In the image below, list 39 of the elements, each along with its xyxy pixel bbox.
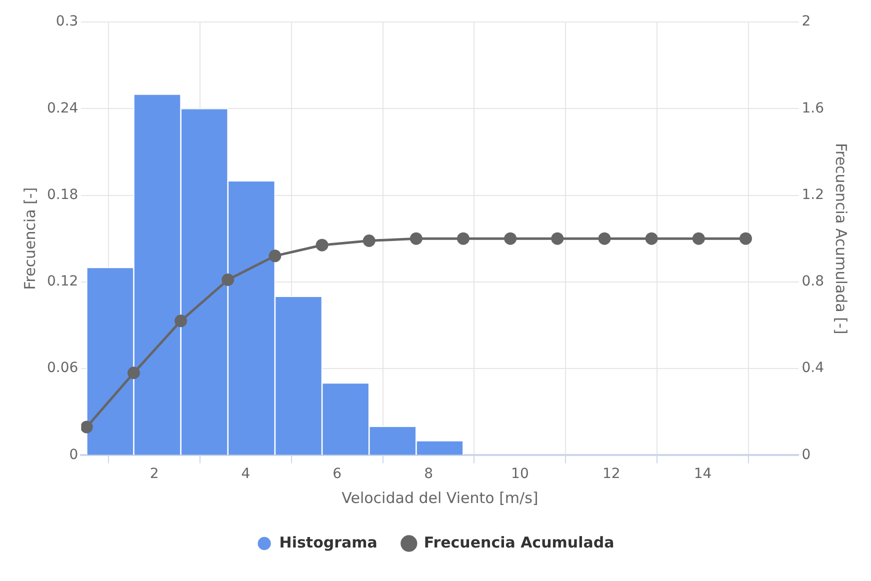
point (739, 232, 752, 245)
point (222, 274, 234, 286)
x-tick-label: 2 (150, 466, 159, 482)
y-tick-label: 0.3 (56, 14, 78, 30)
y2-tick-label: 2 (802, 14, 811, 30)
y2-tick-label: 1.2 (802, 186, 824, 203)
legend-label: Frecuencia Acumulada (424, 533, 614, 552)
point (598, 232, 611, 245)
x-axis-title: Velocidad del Viento [m/s] (342, 488, 538, 507)
point (645, 232, 658, 245)
y2-axis-title: Frecuencia Acumulada [-] (832, 142, 850, 334)
x-tick-label: 6 (332, 466, 342, 482)
y-tick-label: 0.12 (47, 274, 78, 290)
x-tick-label: 4 (241, 466, 250, 482)
y2-tick-label: 0.8 (802, 274, 824, 290)
point (551, 232, 564, 245)
point (362, 234, 376, 248)
x-tick-label: 12 (602, 466, 620, 482)
x-tick-label: 8 (424, 466, 433, 482)
x-tick-label: 10 (511, 466, 529, 482)
y2-tick-label: 0 (802, 446, 811, 463)
y2-tick-label: 1.6 (802, 100, 824, 116)
legend-label: Histograma (279, 533, 378, 552)
point (174, 314, 188, 328)
point (127, 366, 140, 380)
point (692, 232, 705, 245)
y-tick-label: 0.18 (47, 186, 78, 203)
y-tick-label: 0.24 (47, 100, 78, 116)
y2-tick-label: 0.4 (802, 360, 824, 376)
point (457, 232, 470, 245)
y-tick-label: 0.06 (47, 360, 78, 376)
y-tick-label: 0 (69, 446, 78, 463)
point (504, 232, 517, 245)
point (316, 238, 328, 252)
point (81, 420, 93, 434)
point (268, 250, 282, 262)
y-axis-title: Frecuencia [-] (20, 187, 39, 290)
x-tick-label: 14 (694, 466, 712, 482)
point (410, 232, 422, 245)
